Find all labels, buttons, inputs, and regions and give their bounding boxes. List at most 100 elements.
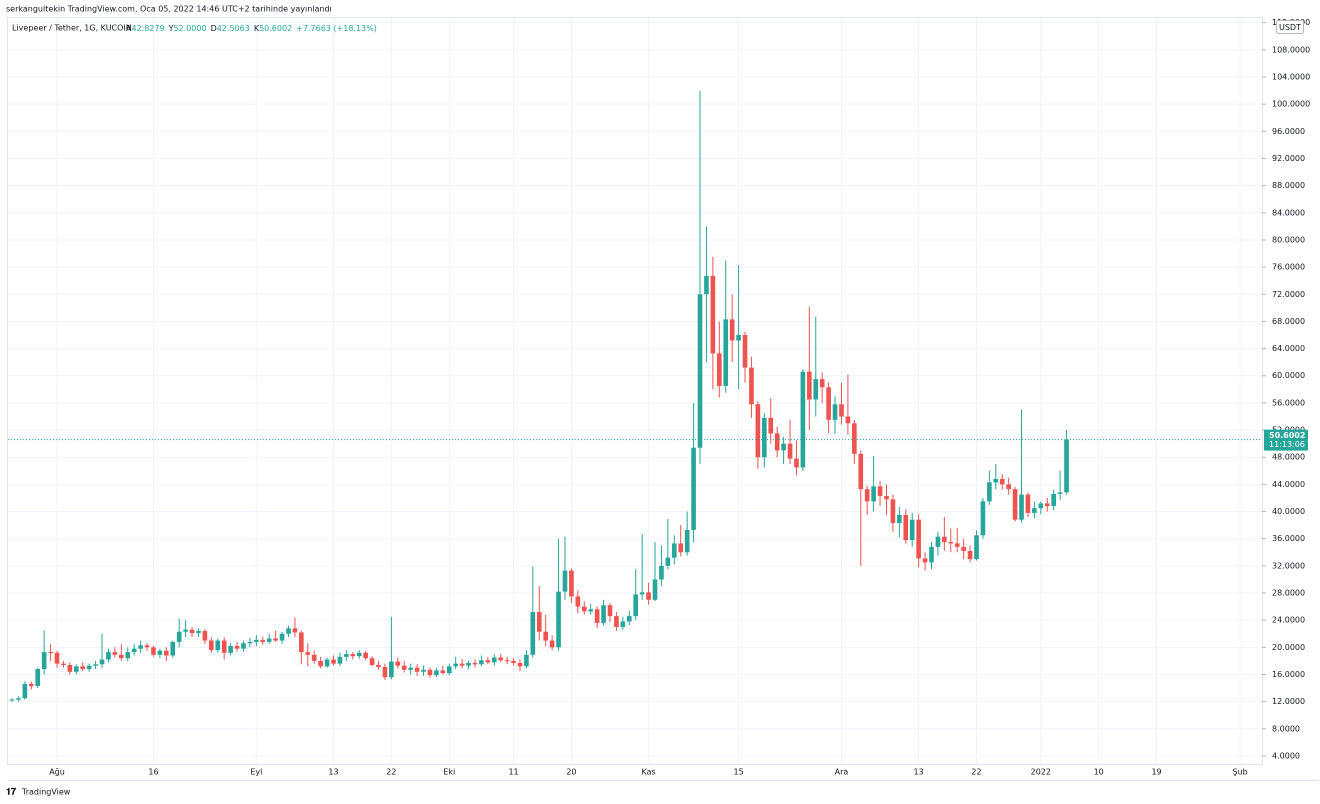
- candle-body: [581, 606, 587, 612]
- candle-body: [1025, 494, 1031, 513]
- candle-body: [305, 652, 311, 655]
- candle-body: [61, 663, 66, 665]
- x-tick-label: 15: [734, 768, 744, 777]
- candle-body: [556, 591, 561, 648]
- candle-body: [646, 592, 651, 600]
- candle-body: [536, 612, 542, 632]
- candle-body: [929, 546, 934, 563]
- x-tick-label: 11: [508, 768, 518, 777]
- candle-body: [434, 670, 439, 676]
- x-tick-label: 22: [971, 768, 981, 777]
- y-tick-label: 100.0000: [1272, 100, 1310, 109]
- y-tick-label: 108.0000: [1272, 45, 1310, 54]
- candle-body: [73, 666, 79, 672]
- currency: USDT: [1279, 23, 1301, 32]
- candle-body: [639, 592, 645, 595]
- currency-box[interactable]: [1276, 20, 1304, 34]
- y-tick-label: 60.0000: [1272, 371, 1305, 380]
- candle-body: [871, 486, 876, 502]
- x-tick-label: 19: [1151, 768, 1161, 777]
- candle-body: [466, 662, 471, 666]
- candle-body: [749, 367, 754, 405]
- y-tick-label: 8.0000: [1272, 724, 1300, 733]
- candle-body: [774, 433, 780, 451]
- candle-body: [459, 663, 465, 666]
- candle-body: [498, 657, 503, 661]
- candle-body: [1032, 508, 1037, 513]
- candle-body: [948, 542, 954, 544]
- candle-body: [453, 663, 458, 667]
- candle-body: [858, 453, 864, 490]
- ohlc-legend: A42.8279 Y52.0000 D42.5063 K50.6002 +7.7663 …: [126, 24, 377, 33]
- candle-body: [54, 652, 60, 664]
- candle-body: [241, 643, 246, 649]
- y-tick-label: 32.0000: [1272, 561, 1305, 570]
- y-tick-label: 36.0000: [1272, 534, 1305, 543]
- candle-body: [414, 667, 420, 672]
- candle-body: [279, 633, 285, 641]
- candle-body: [890, 499, 896, 524]
- candle-body: [562, 570, 568, 592]
- candle-body: [176, 631, 182, 642]
- candle-body: [781, 443, 786, 451]
- symbol-title: Livepeer / Tether, 1G, KUCOIN: [12, 24, 132, 33]
- legend-key: A: [126, 24, 132, 33]
- candle-body: [903, 514, 909, 541]
- candle-body: [16, 698, 21, 700]
- published-note: serkangultekin TradingView.com, Oca 05, …: [6, 5, 332, 14]
- candle-body: [1064, 439, 1069, 493]
- candle-body: [28, 683, 34, 687]
- candle-body: [131, 648, 137, 653]
- y-tick-label: 80.0000: [1272, 235, 1305, 244]
- candle-body: [999, 478, 1005, 485]
- candle-body: [485, 660, 491, 663]
- candle-body: [909, 519, 915, 541]
- candle-body: [742, 335, 748, 368]
- y-tick-label: 96.0000: [1272, 127, 1305, 136]
- y-tick-label: 40.0000: [1272, 507, 1305, 516]
- candle-body: [916, 519, 921, 559]
- candle-body: [196, 631, 201, 634]
- x-tick-label: 13: [914, 768, 924, 777]
- candle-body: [1044, 503, 1050, 507]
- candle-body: [337, 656, 343, 664]
- x-tick-label: Ara: [835, 768, 849, 777]
- y-tick-label: 76.0000: [1272, 263, 1305, 272]
- candle-body: [376, 664, 381, 668]
- candle-body: [331, 659, 336, 664]
- candle-body: [594, 609, 600, 623]
- candle-body: [716, 353, 722, 386]
- last-price-label: 50.6002: [1269, 431, 1305, 440]
- candle-body: [678, 543, 684, 553]
- candle-body: [99, 659, 105, 665]
- candle-body: [157, 650, 163, 655]
- candle-body: [228, 645, 233, 653]
- candle-body: [144, 645, 150, 648]
- candle-body: [48, 652, 53, 654]
- candle-body: [1006, 484, 1011, 490]
- candle-body: [864, 489, 870, 502]
- x-tick-label: Eyl: [250, 768, 262, 777]
- legend-key: K: [254, 24, 260, 33]
- candle-body: [382, 667, 388, 678]
- candle-body: [852, 423, 857, 454]
- candle-body: [106, 652, 111, 660]
- candle-body: [138, 645, 143, 649]
- candle-body: [659, 565, 664, 580]
- candle-body: [897, 514, 902, 524]
- y-tick-label: 44.0000: [1272, 480, 1305, 489]
- candle-body: [86, 665, 92, 670]
- y-tick-label: 48.0000: [1272, 453, 1305, 462]
- candle-body: [67, 664, 73, 672]
- candle-body: [736, 335, 741, 341]
- candle-body: [704, 275, 709, 295]
- candles: [8, 90, 1262, 702]
- candle-body: [504, 660, 510, 662]
- candle-body: [691, 447, 696, 530]
- candle-body: [987, 482, 992, 502]
- y-tick-label: 56.0000: [1272, 398, 1305, 407]
- logo-mark: 𝟏𝟕: [6, 787, 16, 798]
- candle-body: [350, 654, 356, 657]
- candle-body: [151, 647, 156, 655]
- candle-body: [324, 659, 330, 667]
